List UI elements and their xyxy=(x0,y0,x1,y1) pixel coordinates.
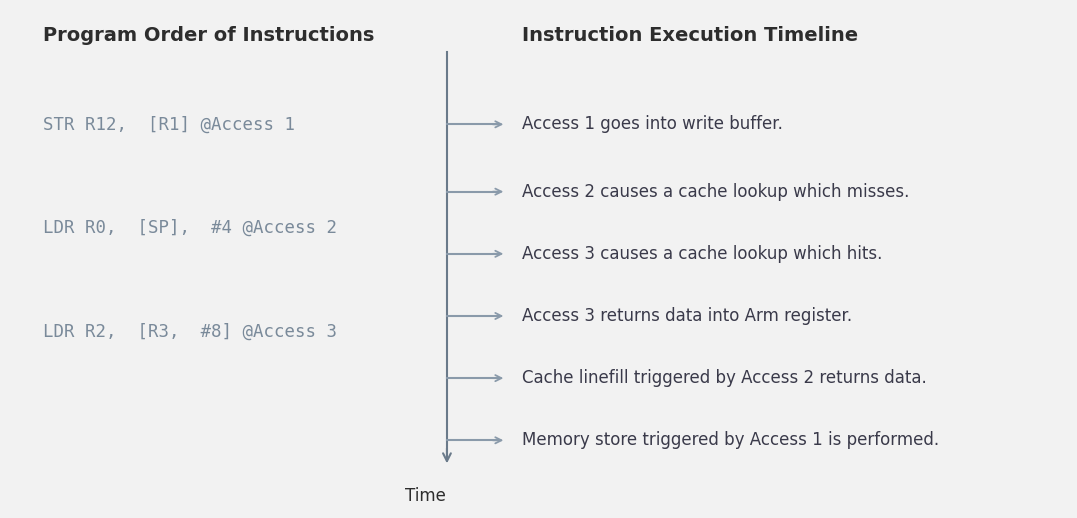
Text: Program Order of Instructions: Program Order of Instructions xyxy=(43,26,375,45)
Text: Time: Time xyxy=(405,487,446,505)
Text: Cache linefill triggered by Access 2 returns data.: Cache linefill triggered by Access 2 ret… xyxy=(522,369,927,387)
Text: Memory store triggered by Access 1 is performed.: Memory store triggered by Access 1 is pe… xyxy=(522,431,939,449)
Text: Access 1 goes into write buffer.: Access 1 goes into write buffer. xyxy=(522,116,783,133)
Text: Access 2 causes a cache lookup which misses.: Access 2 causes a cache lookup which mis… xyxy=(522,183,910,200)
Text: STR R12,  [R1] @Access 1: STR R12, [R1] @Access 1 xyxy=(43,116,295,133)
Text: Instruction Execution Timeline: Instruction Execution Timeline xyxy=(522,26,858,45)
Text: Access 3 causes a cache lookup which hits.: Access 3 causes a cache lookup which hit… xyxy=(522,245,883,263)
Text: LDR R0,  [SP],  #4 @Access 2: LDR R0, [SP], #4 @Access 2 xyxy=(43,219,337,237)
Text: Access 3 returns data into Arm register.: Access 3 returns data into Arm register. xyxy=(522,307,853,325)
Text: LDR R2,  [R3,  #8] @Access 3: LDR R2, [R3, #8] @Access 3 xyxy=(43,323,337,340)
